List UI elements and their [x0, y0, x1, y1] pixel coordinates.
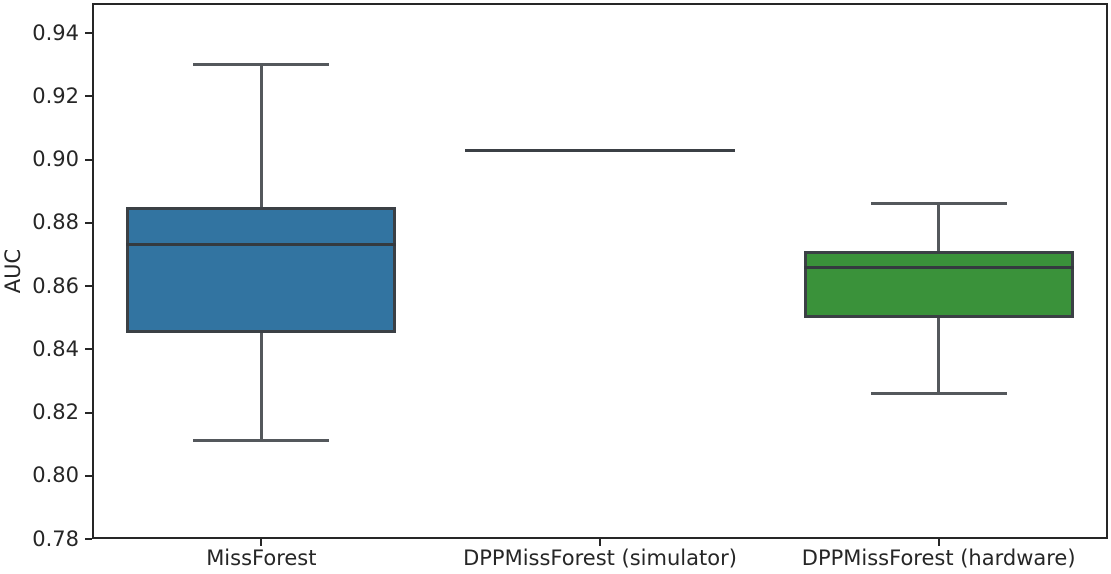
- x-tick-mark: [599, 539, 601, 546]
- whisker-upper: [259, 64, 263, 207]
- iqr-box: [126, 206, 397, 334]
- y-tick-mark: [85, 221, 92, 224]
- whisker-lower: [259, 333, 263, 441]
- y-tick-mark: [85, 538, 92, 540]
- median-line: [803, 265, 1074, 269]
- y-tick-label: 0.82: [32, 400, 79, 424]
- y-tick-mark: [85, 32, 92, 35]
- y-tick-mark: [85, 158, 92, 161]
- y-tick-label: 0.78: [32, 526, 79, 551]
- y-tick-label: 0.86: [32, 273, 79, 298]
- y-tick-mark: [85, 285, 92, 288]
- whisker-upper: [937, 203, 941, 252]
- x-tick-label-missforest: MissForest: [206, 546, 317, 570]
- iqr-box: [803, 251, 1074, 318]
- y-tick-label: 0.92: [32, 83, 79, 108]
- whisker-cap-lower: [193, 439, 330, 443]
- y-tick-mark: [85, 95, 92, 98]
- whisker-lower: [937, 317, 941, 394]
- median-line: [126, 243, 397, 247]
- x-tick-mark: [260, 539, 263, 546]
- y-tick-label: 0.94: [32, 20, 79, 45]
- whisker-cap-upper: [870, 202, 1007, 206]
- x-tick-label-dppmissforest-hardware: DPPMissForest (hardware): [801, 546, 1076, 570]
- y-tick-label: 0.80: [32, 463, 79, 488]
- x-tick-label-dppmissforest-simulator: DPPMissForest (simulator): [463, 546, 737, 570]
- whisker-cap-upper: [193, 63, 330, 67]
- y-tick-mark: [85, 474, 92, 477]
- whisker-cap-lower: [870, 392, 1007, 396]
- y-tick-label: 0.88: [32, 210, 79, 235]
- y-tick-label: 0.90: [32, 147, 79, 172]
- y-tick-mark: [85, 348, 92, 351]
- boxplot-flat-line-dppmissforest-simulator: [465, 148, 735, 152]
- x-tick-mark: [937, 539, 940, 546]
- y-tick-label: 0.84: [32, 336, 79, 361]
- y-tick-mark: [85, 411, 92, 414]
